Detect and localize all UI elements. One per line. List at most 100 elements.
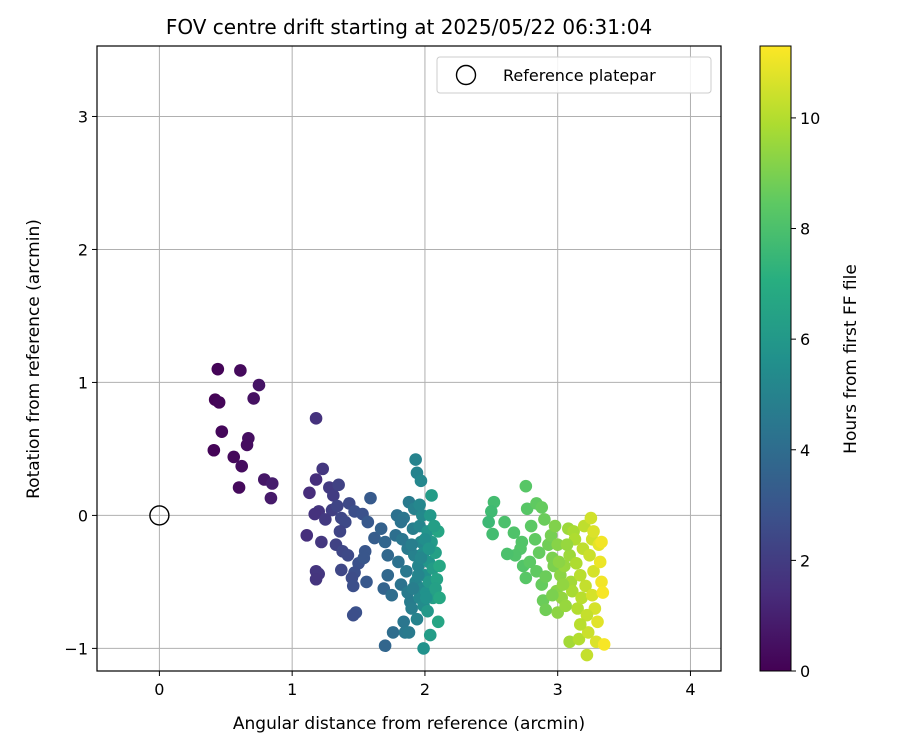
- data-point: [423, 509, 437, 522]
- data-point: [556, 578, 570, 591]
- data-point: [486, 527, 499, 541]
- data-point: [378, 639, 392, 653]
- x-tick-label: 0: [154, 680, 164, 699]
- data-point: [346, 579, 360, 593]
- data-point: [252, 378, 266, 392]
- data-point: [573, 568, 587, 582]
- data-point: [414, 551, 428, 565]
- x-axis-label: Angular distance from reference (arcmin): [233, 714, 585, 734]
- y-tick-label: −1: [64, 639, 88, 658]
- data-point: [346, 608, 360, 622]
- data-point: [519, 479, 533, 493]
- data-point: [357, 551, 371, 565]
- colorbar-tick-label: 0: [800, 662, 810, 681]
- data-point: [400, 564, 413, 578]
- data-point: [410, 612, 424, 626]
- data-point: [303, 486, 316, 500]
- data-point: [397, 615, 410, 629]
- y-axis-ticks: −1 0 1 2 3: [64, 107, 97, 658]
- data-point: [417, 642, 430, 655]
- y-tick-label: 0: [78, 506, 88, 525]
- data-point: [535, 501, 549, 514]
- y-tick-label: 2: [78, 240, 88, 259]
- data-point: [597, 638, 611, 651]
- data-point: [327, 489, 340, 502]
- data-point: [587, 525, 600, 538]
- reference-point: [149, 505, 170, 526]
- data-point: [409, 453, 422, 466]
- data-point: [524, 519, 538, 533]
- data-point: [560, 538, 574, 551]
- colorbar-tick-label: 10: [800, 109, 820, 128]
- data-point: [405, 538, 418, 551]
- data-point: [551, 538, 564, 551]
- data-point: [572, 632, 586, 646]
- data-point: [315, 535, 328, 549]
- plot-frame: [96, 45, 722, 672]
- data-point: [215, 425, 229, 438]
- data-point: [378, 535, 392, 549]
- data-point: [587, 564, 600, 578]
- x-tick-label: 4: [685, 680, 695, 699]
- data-point: [433, 559, 446, 573]
- data-point: [319, 513, 332, 526]
- data-point: [240, 438, 254, 452]
- data-point: [332, 478, 345, 492]
- data-point: [431, 615, 445, 629]
- data-point: [402, 626, 416, 639]
- data-point: [528, 533, 542, 546]
- data-point: [360, 575, 373, 589]
- legend-marker: [455, 64, 477, 86]
- data-point: [559, 599, 572, 613]
- legend-box: [436, 56, 712, 94]
- y-tick-label: 1: [78, 373, 88, 392]
- data-point: [498, 515, 511, 529]
- data-point: [381, 549, 395, 562]
- colorbar-tick-label: 6: [800, 330, 810, 349]
- data-point: [386, 626, 400, 639]
- colorbar-tick-label: 4: [800, 441, 810, 460]
- data-point: [247, 392, 260, 405]
- data-point: [546, 588, 559, 602]
- data-point: [392, 555, 405, 569]
- legend-label: Reference platepar: [503, 66, 656, 85]
- colorbar-tick-label: 8: [800, 220, 810, 239]
- grid: [97, 46, 721, 671]
- data-point: [433, 591, 446, 605]
- y-tick-label: 3: [78, 107, 88, 126]
- data-point: [530, 564, 543, 578]
- data-point: [232, 481, 246, 494]
- data-point: [396, 533, 409, 546]
- data-point: [423, 628, 437, 642]
- x-tick-label: 2: [420, 680, 430, 699]
- data-point: [338, 515, 352, 529]
- data-point: [575, 591, 588, 605]
- data-point: [595, 535, 608, 549]
- data-point: [485, 505, 498, 518]
- data-point: [552, 555, 566, 569]
- data-point: [234, 364, 247, 377]
- data-point: [507, 526, 521, 540]
- data-point: [227, 450, 241, 464]
- colorbar-tick-label: 2: [800, 551, 810, 570]
- x-tick-label: 1: [287, 680, 297, 699]
- data-point: [482, 515, 495, 529]
- data-point: [595, 575, 608, 589]
- data-points: [207, 362, 611, 662]
- data-point: [334, 563, 348, 577]
- reference-marker: [149, 505, 170, 526]
- data-point: [361, 515, 375, 529]
- data-point: [519, 571, 533, 585]
- data-point: [308, 507, 322, 521]
- data-point: [300, 529, 314, 542]
- data-point: [316, 462, 330, 476]
- colorbar-gradient: [759, 45, 792, 672]
- data-point: [591, 615, 604, 629]
- data-point: [593, 555, 607, 569]
- data-point: [413, 498, 426, 512]
- data-point: [566, 584, 579, 598]
- data-point: [309, 572, 323, 586]
- data-point: [265, 477, 279, 490]
- data-point: [427, 519, 441, 533]
